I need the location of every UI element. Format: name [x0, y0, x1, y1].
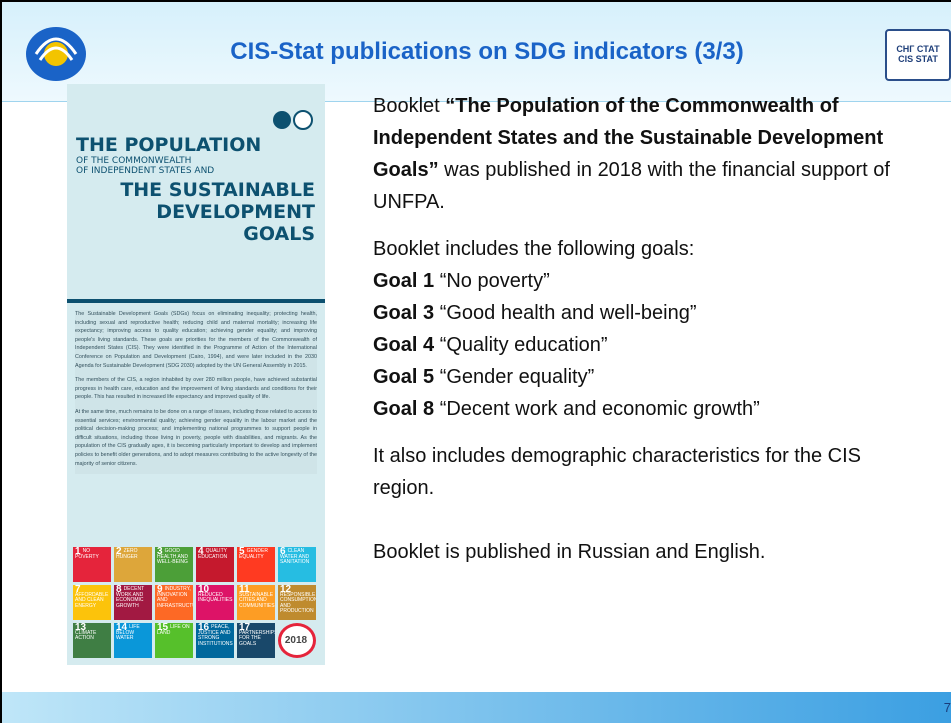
goals-intro: Booklet includes the following goals:	[373, 233, 921, 265]
cover-logos	[272, 110, 316, 130]
sdg-tile: 17PARTNERSHIPS FOR THE GOALS	[237, 623, 275, 658]
goal: Goal 4 “Quality education”	[373, 329, 921, 361]
sdg-tile: 2018	[278, 623, 316, 658]
title: CIS-Stat publications on SDG indicators …	[142, 38, 832, 66]
logo-text: СНГ СТАТ	[887, 44, 949, 54]
cover-title: GOALS	[120, 223, 315, 245]
sdg-tile: 13CLIMATE ACTION	[73, 623, 111, 658]
sdg-label: CLIMATE ACTION	[75, 630, 96, 642]
goal-label: Goal 4	[373, 334, 434, 356]
sdg-tile: 11SUSTAINABLE CITIES AND COMMUNITIES	[237, 585, 275, 620]
page-number: 7	[944, 700, 951, 715]
logo-text: CIS STAT	[887, 54, 949, 64]
cover-paragraph: The members of the CIS, a region inhabit…	[75, 376, 317, 402]
cover-title: DEVELOPMENT	[120, 201, 315, 223]
sdg-tile: 7AFFORDABLE AND CLEAN ENERGY	[73, 585, 111, 620]
footer: 7	[2, 692, 951, 723]
goal-name: “Gender equality”	[440, 366, 595, 388]
goal-label: Goal 1	[373, 270, 434, 292]
goal-name: “No poverty”	[440, 270, 550, 292]
goal: Goal 5 “Gender equality”	[373, 361, 921, 393]
cover-subtitle: OF INDEPENDENT STATES AND	[76, 166, 261, 176]
cover-paragraph: The Sustainable Development Goals (SDGs)…	[75, 310, 317, 370]
sdg-label: AFFORDABLE AND CLEAN ENERGY	[75, 592, 108, 609]
goal-label: Goal 5	[373, 366, 434, 388]
slide: CIS-Stat publications on SDG indicators …	[2, 2, 951, 723]
description: Booklet “The Population of the Commonwea…	[373, 90, 921, 568]
goal-name: “Good health and well-being”	[440, 302, 697, 324]
languages: Booklet is published in Russian and Engl…	[373, 536, 921, 568]
sdg-tile: 12RESPONSIBLE CONSUMPTION AND PRODUCTION	[278, 585, 316, 620]
intro: Booklet “The Population of the Commonwea…	[373, 90, 921, 218]
goal: Goal 3 “Good health and well-being”	[373, 297, 921, 329]
cover-text: The Sustainable Development Goals (SDGs)…	[75, 310, 317, 474]
cis-stat-logo: СНГ СТАТ CIS STAT	[885, 29, 951, 81]
sdg-label: REDUCED INEQUALITIES	[198, 592, 232, 604]
sdg-label: RESPONSIBLE CONSUMPTION AND PRODUCTION	[280, 592, 316, 615]
goal: Goal 1 “No poverty”	[373, 265, 921, 297]
cis-logo	[22, 26, 94, 82]
goal-name: “Decent work and economic growth”	[440, 398, 760, 420]
sdg-label: PARTNERSHIPS FOR THE GOALS	[239, 630, 275, 647]
goal-name: “Quality education”	[440, 334, 608, 356]
sdg-number: 2018	[285, 638, 307, 644]
sdg-label: SUSTAINABLE CITIES AND COMMUNITIES	[239, 592, 275, 609]
cover-title: THE SUSTAINABLE	[120, 179, 315, 201]
goal-label: Goal 3	[373, 302, 434, 324]
cover-paragraph: At the same time, much remains to be don…	[75, 408, 317, 468]
booklet-cover: THE POPULATION OF THE COMMONWEALTH OF IN…	[67, 84, 325, 665]
goal-label: Goal 8	[373, 398, 434, 420]
goal-list: Goal 1 “No poverty”Goal 3 “Good health a…	[373, 265, 921, 425]
cover-subtitle: OF THE COMMONWEALTH	[76, 156, 261, 166]
demographics: It also includes demographic characteris…	[373, 440, 921, 504]
text: was published in 2018 with the financial…	[373, 159, 890, 213]
text: Booklet	[373, 95, 445, 117]
sdg-tile: 10REDUCED INEQUALITIES	[196, 585, 234, 620]
cover-title: THE POPULATION	[76, 134, 261, 156]
goal: Goal 8 “Decent work and economic growth”	[373, 393, 921, 425]
